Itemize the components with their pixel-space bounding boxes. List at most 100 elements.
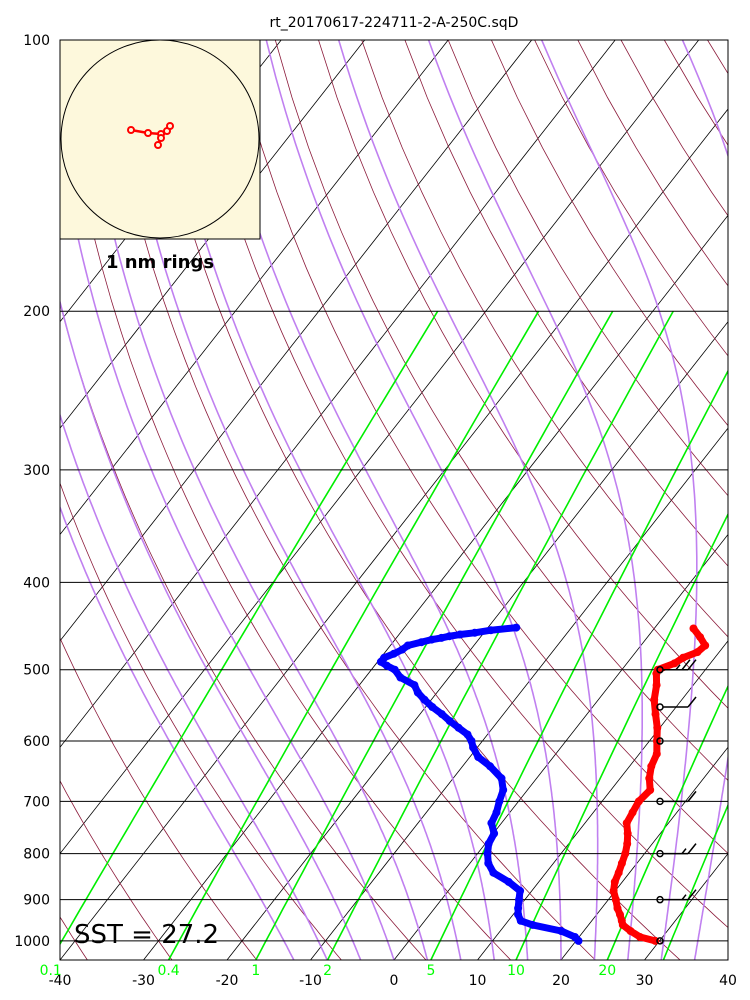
wind-barb [656,937,664,945]
wind-barb-flag [681,659,691,671]
isotherm-line [226,321,728,960]
temperature-axis: -40 -30 -20 -10 0 10 20 30 40 [49,973,737,989]
mixing-ratio-tick-label: 1 [251,963,260,979]
moist-adiabat-line [156,40,495,960]
wind-barb [656,889,697,904]
isotherm-line [143,214,728,960]
wind-barb-flag [687,659,697,671]
hodograph-inset: 1 nm rings [59,39,261,273]
hodograph-point [154,141,162,149]
temperature-profile [609,624,710,945]
pressure-tick-label: 800 [23,847,50,863]
temperature-point-segment [689,624,704,641]
wind-barb [656,790,697,806]
dewpoint-point-segment [529,921,565,935]
temperature-tick-label: 10 [469,973,487,989]
mixing-ratio-line [515,512,728,960]
isotherm-line [0,40,31,960]
dry-adiabat-line [620,40,728,217]
temperature-tick-label: -30 [132,973,155,989]
plot-frame [59,39,729,961]
moist-adiabat-line [60,412,328,960]
hodograph-caption: 1 nm rings [106,252,214,273]
moist-adiabat-line [681,40,728,960]
mixing-ratio-tick-label: 10 [507,963,525,979]
wind-barb [656,843,697,858]
moist-adiabat-lines [60,40,728,960]
mixing-ratio-line [60,310,439,946]
pressure-tick-label: 1000 [14,934,50,950]
isotherm-line [60,40,533,642]
moist-adiabat-line [540,40,698,960]
mixing-ratio-tick-label: 5 [426,963,435,979]
mixing-ratio-line [326,310,674,960]
dry-adiabat-line [102,40,596,960]
wind-barbs [656,659,697,945]
wind-barb-half-flag [681,848,687,855]
temperature-tick-label: -20 [216,973,239,989]
moist-adiabat-line [60,505,295,960]
moist-adiabat-line [727,955,728,960]
moist-adiabat-line [60,137,395,960]
dry-adiabat-line [361,40,728,638]
wind-barb-half-flag [675,664,681,671]
isotherm-line [393,533,728,960]
dry-adiabat-line [404,40,728,567]
hodograph-point [127,126,135,134]
isotherm-line [727,959,728,960]
isotherm-line [60,108,728,960]
moist-adiabat-line [337,40,599,960]
pressure-tick-label: 100 [23,33,50,49]
isotherm-line [310,427,728,960]
mixing-ratio-tick-label: 20 [598,963,616,979]
temperature-tick-label: 30 [636,973,654,989]
dry-adiabat-line [60,780,173,960]
dry-adiabat-line [491,40,728,427]
isotherm-line [60,40,700,855]
mixing-ratio-tick-label: 0.4 [157,963,179,979]
wind-barb-flag [687,790,697,802]
isotherm-line [477,640,728,960]
temperature-tick-label: -40 [49,973,72,989]
mixing-ratio-tick-label: 2 [323,963,332,979]
dry-adiabat-line [577,40,728,287]
dry-adiabat-line [447,40,728,497]
temperature-tick-label: -10 [299,973,322,989]
wind-barb-flag [687,843,697,855]
dry-adiabat-line [60,637,258,960]
dry-adiabat-line [318,40,728,709]
dry-adiabat-line [663,40,728,146]
temperature-tick-label: 0 [390,973,399,989]
dry-adiabat-line [0,40,3,960]
pressure-tick-label: 200 [23,304,50,320]
pressure-tick-label: 600 [23,734,50,750]
dry-adiabat-line [707,40,728,75]
mixing-ratio-line [662,803,728,960]
wind-barb [656,696,697,711]
wind-barb-flag [687,889,697,901]
mixing-ratio-line [167,310,540,960]
wind-barb-half-flag [681,894,687,901]
moist-adiabat-line [265,40,562,960]
mixing-ratio-tick-label: 0.1 [40,963,62,979]
dry-adiabat-line [274,40,728,781]
pressure-tick-label: 700 [23,794,50,810]
pressure-tick-label: 300 [23,463,50,479]
moist-adiabat-line [114,40,462,960]
pressure-axis: 100 200 300 400 500 600 700 800 900 1000 [14,33,50,950]
dewpoint-point-segment [487,624,520,634]
mixing-ratio-axis: 0.1 0.4 1 2 5 10 20 [40,963,617,979]
hodograph-point [166,122,174,130]
pressure-tick-label: 500 [23,663,50,679]
hodograph-ring [60,39,260,239]
wind-barb-calm [656,937,664,945]
moist-adiabat-line [427,40,643,960]
pressure-tick-label: 900 [23,893,50,909]
temperature-tick-label: 40 [719,973,737,989]
mixing-ratio-line [430,369,728,960]
mixing-ratio-line [606,684,728,960]
dry-adiabat-line [60,43,511,960]
moist-adiabat-line [60,298,362,960]
temperature-tick-label: 20 [552,973,570,989]
chart-title: rt_20170617-224711-2-A-250C.sqD [270,15,519,31]
